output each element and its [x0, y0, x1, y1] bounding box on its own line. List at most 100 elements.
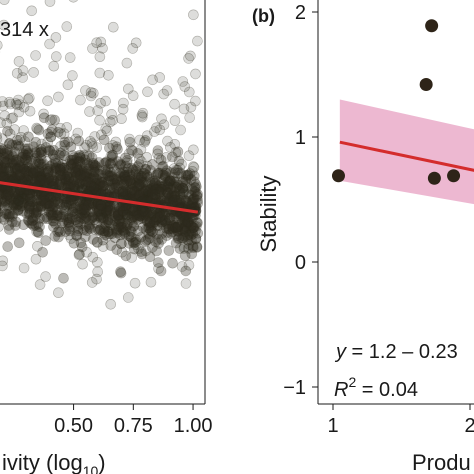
panel-a-point — [14, 160, 25, 172]
panel-a-point — [59, 150, 71, 161]
panel-a-point — [35, 195, 47, 207]
panel-a-point — [0, 255, 9, 267]
panel-a-point — [0, 166, 7, 177]
panel-a-point — [141, 207, 153, 218]
panel-a-point — [17, 148, 29, 159]
panel-a-point — [120, 188, 131, 200]
panel-a-point — [36, 138, 47, 150]
panel-a-point — [58, 128, 70, 139]
panel-a-point — [155, 186, 166, 198]
panel-a-point — [50, 162, 62, 173]
panel-a-point — [11, 171, 23, 182]
panel-a-point — [125, 225, 136, 237]
panel-a-point — [135, 182, 147, 193]
panel-a-point — [63, 217, 75, 229]
panel-a-point — [140, 245, 152, 256]
panel-a-point — [148, 181, 159, 192]
panel-a-point — [171, 164, 182, 176]
panel-a-point — [116, 246, 128, 258]
panel-a-point — [107, 212, 118, 223]
panel-a-point — [2, 209, 13, 220]
panel-a-point — [81, 211, 92, 223]
panel-a-point — [115, 266, 126, 278]
panel-a-point — [104, 142, 115, 154]
panel-a-point — [141, 215, 153, 226]
panel-a-point — [137, 206, 148, 218]
panel-a-point — [105, 298, 116, 310]
panel-a-point — [60, 205, 71, 216]
panel-a-point — [18, 197, 29, 209]
panel-a-point — [55, 162, 66, 173]
panel-a-point — [147, 219, 158, 230]
panel-a-point — [122, 204, 133, 216]
panel-a-point — [149, 175, 161, 186]
panel-a-point — [68, 154, 80, 166]
panel-a-point — [168, 195, 179, 206]
panel-a-point — [15, 187, 27, 198]
panel-a-point — [35, 170, 47, 181]
panel-a-point — [140, 163, 151, 175]
panel-a-point — [180, 176, 191, 188]
panel-a-point — [52, 126, 64, 138]
panel-a-point — [7, 156, 19, 167]
panel-a-point — [134, 210, 146, 222]
panel-a-point — [0, 214, 10, 225]
panel-a-point — [48, 163, 60, 174]
panel-a-point — [17, 191, 28, 202]
panel-a-point — [23, 203, 35, 214]
panel-a-point — [64, 171, 75, 183]
panel-a-point — [154, 220, 165, 231]
panel-a-x-tick-label: 1.00 — [174, 415, 213, 437]
panel-a-point — [59, 169, 70, 181]
panel-a-point — [0, 40, 3, 50]
panel-a-point — [11, 193, 22, 204]
panel-a-point — [82, 158, 93, 169]
panel-a-point — [110, 173, 122, 185]
panel-a-point — [142, 190, 154, 202]
panel-a-point — [70, 166, 81, 178]
panel-a-point — [136, 170, 147, 182]
panel-a-point — [152, 234, 164, 245]
panel-a-point — [85, 183, 97, 194]
panel-a-point — [144, 184, 155, 196]
panel-a-point — [117, 206, 129, 217]
panel-a-point — [116, 222, 127, 233]
panel-a-point — [78, 200, 90, 211]
panel-a-point — [171, 182, 182, 193]
panel-a-point — [23, 166, 35, 177]
panel-a-point — [79, 203, 90, 214]
panel-a-point — [91, 198, 103, 210]
panel-a-point — [81, 182, 93, 193]
panel-a-point — [39, 198, 51, 210]
panel-b-point — [419, 78, 433, 91]
panel-a-point — [62, 168, 73, 180]
panel-a-point — [99, 225, 111, 237]
panel-a-point — [7, 171, 18, 183]
panel-a-point — [72, 216, 84, 228]
panel-a-point — [69, 202, 80, 214]
panel-a-point — [43, 173, 54, 184]
panel-a-point — [95, 213, 106, 224]
panel-a-point — [4, 162, 15, 174]
panel-a-point — [80, 85, 91, 96]
panel-a-point — [35, 171, 47, 182]
panel-a-point — [40, 175, 52, 186]
panel-a-point — [169, 192, 180, 203]
panel-a-point — [38, 213, 50, 224]
panel-a-point — [185, 230, 197, 241]
panel-a-point — [2, 125, 13, 137]
panel-a-point — [169, 176, 180, 187]
panel-a-point — [179, 250, 191, 261]
panel-a-point — [159, 180, 170, 192]
panel-a-point — [54, 170, 65, 181]
panel-a-point — [191, 190, 203, 201]
panel-a-point — [123, 292, 134, 303]
panel-a-point — [83, 174, 94, 185]
panel-a-point — [122, 209, 134, 220]
panel-a-point — [22, 174, 34, 185]
panel-a-point — [185, 101, 197, 113]
panel-a-point — [89, 162, 100, 173]
panel-a-point — [31, 171, 43, 183]
panel-a-point — [168, 179, 179, 190]
panel-a-point — [137, 187, 149, 198]
